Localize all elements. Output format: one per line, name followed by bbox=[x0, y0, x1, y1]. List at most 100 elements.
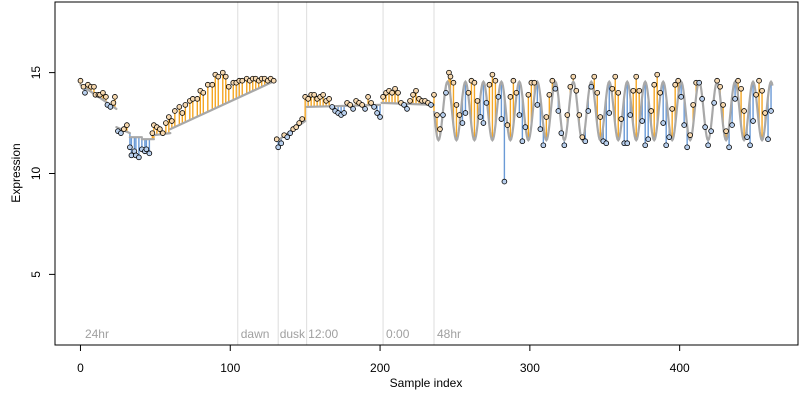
data-point bbox=[681, 122, 687, 128]
data-point bbox=[537, 126, 544, 132]
data-point bbox=[669, 106, 675, 112]
data-point bbox=[525, 92, 532, 98]
data-point bbox=[726, 144, 732, 151]
data-point bbox=[204, 81, 211, 88]
data-point bbox=[645, 136, 652, 143]
y-tick-label: 5 bbox=[29, 271, 43, 278]
data-point bbox=[564, 112, 571, 118]
data-point bbox=[450, 79, 457, 86]
data-point bbox=[359, 102, 365, 108]
data-point bbox=[395, 89, 401, 96]
data-point bbox=[299, 116, 305, 122]
data-point bbox=[552, 85, 559, 92]
fit-segment bbox=[380, 101, 436, 107]
y-axis-title: Expression bbox=[9, 143, 23, 202]
data-point bbox=[296, 120, 302, 126]
data-point bbox=[239, 77, 246, 84]
data-point bbox=[389, 89, 395, 96]
data-point bbox=[163, 120, 169, 126]
data-point bbox=[759, 87, 765, 94]
data-point bbox=[136, 154, 142, 161]
data-point bbox=[555, 108, 562, 114]
data-point bbox=[110, 100, 117, 106]
data-point bbox=[654, 71, 660, 78]
data-point bbox=[747, 142, 753, 149]
data-point bbox=[392, 85, 398, 92]
y-axis: 5 10 15 bbox=[29, 66, 56, 278]
data-point bbox=[714, 77, 720, 84]
data-point bbox=[320, 92, 326, 98]
x-tick-label: 200 bbox=[370, 361, 390, 375]
data-point bbox=[440, 112, 446, 118]
data-point bbox=[708, 128, 714, 134]
data-point bbox=[146, 150, 153, 157]
data-point bbox=[456, 112, 463, 118]
data-point bbox=[672, 81, 678, 88]
data-point bbox=[77, 77, 84, 84]
data-point bbox=[513, 89, 520, 96]
data-point bbox=[350, 106, 356, 112]
data-point bbox=[459, 120, 466, 126]
fit-segment bbox=[305, 103, 382, 109]
data-point bbox=[546, 92, 553, 98]
data-point bbox=[471, 79, 478, 86]
data-point bbox=[534, 102, 541, 108]
data-point bbox=[753, 92, 759, 98]
data-point bbox=[507, 94, 514, 100]
data-point bbox=[756, 77, 762, 84]
data-point bbox=[627, 112, 634, 118]
data-point bbox=[380, 94, 386, 100]
data-point bbox=[401, 102, 407, 108]
data-point bbox=[639, 118, 646, 124]
data-point bbox=[498, 116, 505, 122]
data-point bbox=[636, 87, 643, 94]
data-point bbox=[741, 108, 747, 114]
data-point bbox=[82, 89, 88, 96]
data-point bbox=[591, 73, 598, 80]
data-point bbox=[675, 77, 681, 84]
data-point bbox=[118, 130, 124, 136]
data-point bbox=[504, 122, 511, 128]
data-point bbox=[558, 130, 565, 136]
data-point bbox=[648, 108, 654, 114]
data-point bbox=[729, 122, 735, 128]
data-point bbox=[428, 102, 434, 108]
data-point bbox=[143, 146, 150, 153]
data-point bbox=[182, 102, 189, 108]
data-point bbox=[594, 89, 601, 96]
data-point bbox=[687, 132, 693, 138]
data-point bbox=[273, 136, 280, 143]
data-point bbox=[407, 98, 413, 104]
data-point bbox=[222, 73, 229, 80]
data-point bbox=[696, 79, 702, 86]
x-axis: 0 100 200 300 400 bbox=[77, 344, 690, 375]
data-point bbox=[194, 96, 201, 102]
x-tick-label: 300 bbox=[520, 361, 540, 375]
fit-oscillation bbox=[432, 79, 774, 143]
data-point bbox=[365, 94, 371, 100]
data-point bbox=[103, 94, 109, 100]
data-point bbox=[765, 136, 771, 143]
phase-label: dawn bbox=[241, 327, 270, 341]
data-point bbox=[465, 89, 472, 96]
data-point bbox=[176, 104, 183, 110]
data-point bbox=[495, 94, 502, 100]
data-point bbox=[642, 142, 649, 149]
data-point bbox=[531, 79, 538, 86]
data-point bbox=[107, 104, 114, 110]
data-point bbox=[492, 77, 499, 84]
data-point bbox=[633, 73, 640, 80]
data-point bbox=[209, 81, 216, 88]
data-point bbox=[630, 87, 637, 94]
data-point bbox=[690, 102, 696, 108]
phase-label: dusk bbox=[280, 327, 306, 341]
data-point bbox=[732, 96, 738, 102]
data-point bbox=[100, 89, 106, 96]
data-point bbox=[624, 140, 631, 147]
y-tick-label: 15 bbox=[29, 66, 43, 80]
data-point bbox=[121, 126, 127, 132]
data-point bbox=[723, 128, 729, 134]
data-point bbox=[341, 110, 347, 116]
x-tick-label: 100 bbox=[220, 361, 240, 375]
